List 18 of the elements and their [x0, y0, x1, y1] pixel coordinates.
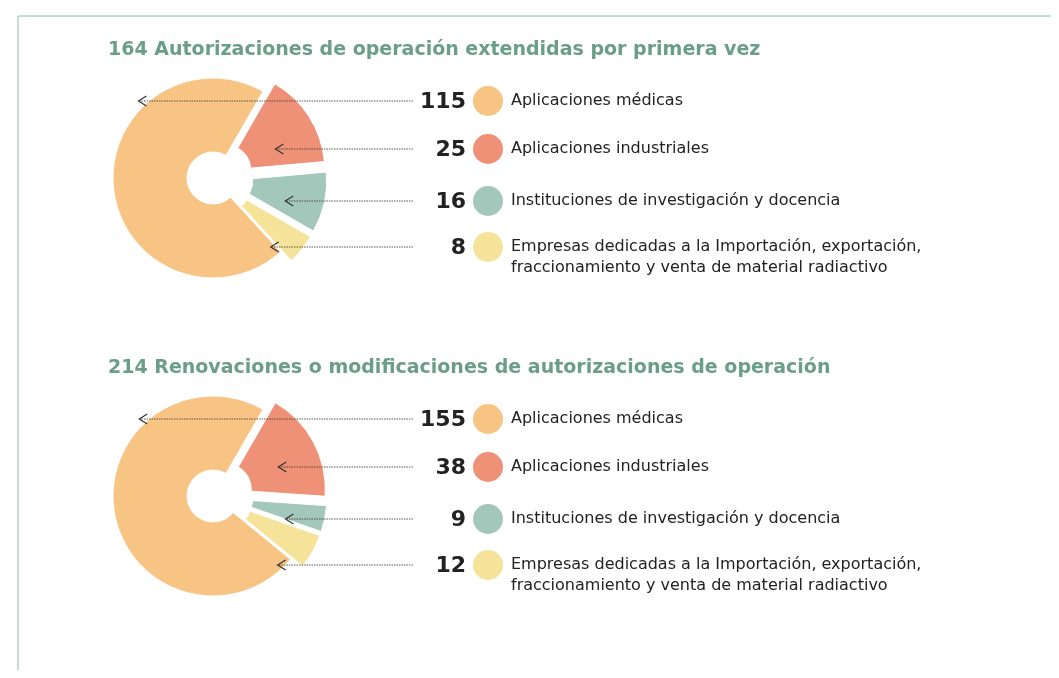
- legend-label: Empresas dedicadas a la Importación, exportación, fraccionamiento y venta de material radiactivo: [511, 554, 922, 594]
- legend-label: Instituciones de investigación y docencia: [511, 190, 841, 209]
- chart-title: 164 Autorizaciones de operación extendidas por primera vez: [108, 37, 761, 59]
- data-label: 155: [420, 406, 466, 431]
- data-label: 16: [435, 188, 466, 213]
- data-label: 115: [420, 88, 466, 113]
- data-label: 25: [435, 136, 466, 161]
- legend-label: Empresas dedicadas a la Importación, exportación, fraccionamiento y venta de material radiactivo: [511, 236, 922, 276]
- legend-label: Aplicaciones médicas: [511, 90, 683, 109]
- data-label: 38: [435, 454, 466, 479]
- legend-label: Aplicaciones industriales: [511, 456, 709, 475]
- legend-label: Instituciones de investigación y docencia: [511, 508, 841, 527]
- data-label: 12: [435, 552, 466, 577]
- legend-label: Aplicaciones industriales: [511, 138, 709, 157]
- chart-title: 214 Renovaciones o modificaciones de autorizaciones de operación: [108, 355, 831, 377]
- legend-label: Aplicaciones médicas: [511, 408, 683, 427]
- data-label: 9: [450, 506, 466, 531]
- data-label: 8: [450, 234, 466, 259]
